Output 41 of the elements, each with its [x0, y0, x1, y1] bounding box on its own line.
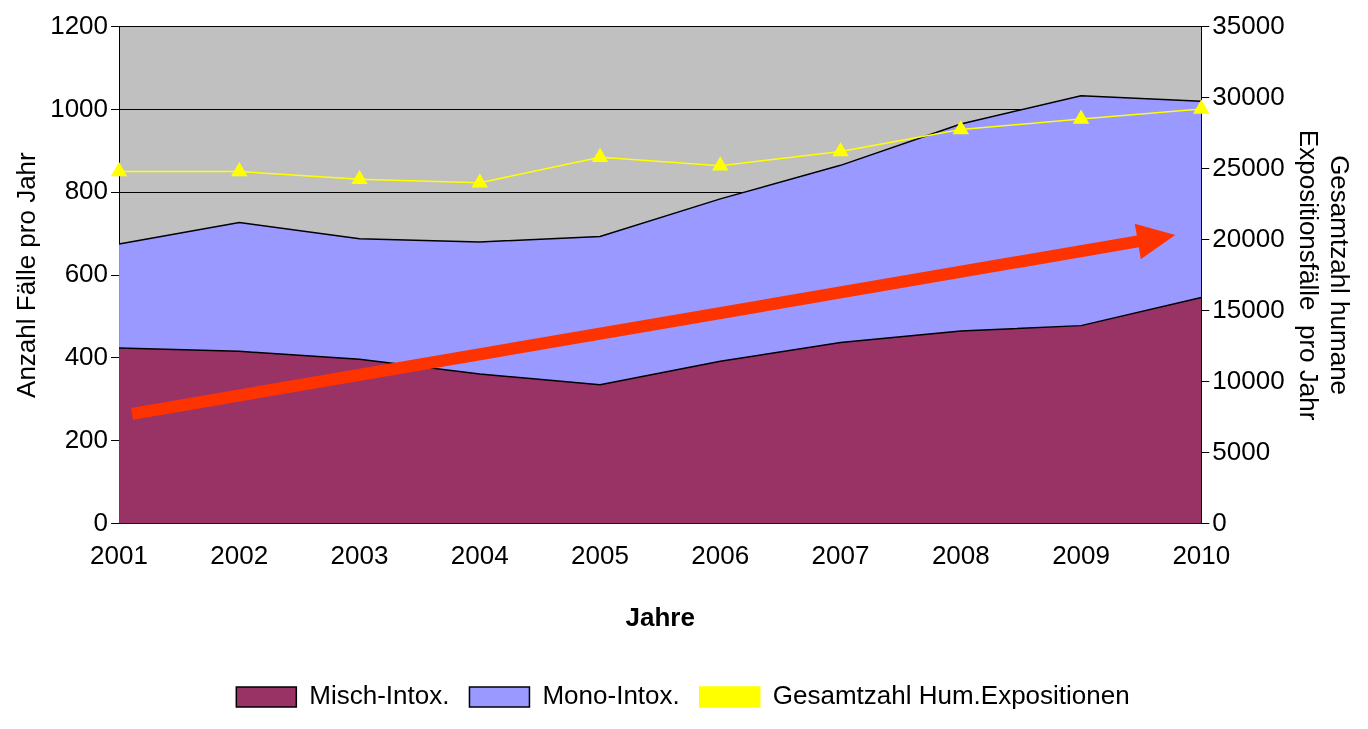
x-tick-label: 2002	[210, 540, 269, 571]
y-tick-label: 1200	[50, 9, 109, 40]
y-tick-label: 1000	[50, 92, 109, 123]
point	[231, 162, 247, 177]
y2-tick-label: 20000	[1212, 222, 1285, 253]
point	[832, 142, 849, 157]
y-tick-label: 800	[64, 175, 109, 206]
x-tick-label: 2009	[1052, 540, 1110, 571]
y2-tick-label: 35000	[1212, 9, 1285, 40]
y2-tick-label: 10000	[1212, 364, 1285, 395]
x-tick-label: 2001	[90, 540, 148, 571]
x-tick-label: 2008	[931, 540, 990, 571]
point	[351, 170, 368, 184]
legend-label: Mono-Intox.	[542, 680, 680, 711]
y-tick-label: 600	[64, 258, 109, 289]
legend-label: Misch-Intox.	[309, 680, 450, 711]
x-tick-label: 2004	[450, 540, 509, 571]
x-tick-label: 2007	[811, 540, 870, 571]
point	[1073, 110, 1089, 124]
y-axis-title: Anzahl Fälle pro Jahr	[10, 151, 41, 398]
point	[111, 162, 127, 177]
y-tick-label: 200	[64, 423, 109, 454]
y2-tick-label: 25000	[1212, 151, 1285, 182]
y2-tick-label: 15000	[1212, 293, 1285, 324]
x-axis-title: Jahre	[625, 601, 695, 632]
legend-label: Gesamtzahl Hum.Expositionen	[772, 680, 1130, 711]
x-tick-label: 2006	[691, 540, 750, 571]
point	[953, 120, 969, 135]
y-tick-label: 400	[64, 341, 109, 372]
x-tick-label: 2010	[1172, 540, 1231, 571]
y2-tick-label: 0	[1212, 506, 1227, 537]
point	[1193, 100, 1209, 114]
x-tick-label: 2003	[330, 540, 389, 571]
y2-tick-label: 30000	[1212, 80, 1285, 111]
y-tick-label: 0	[93, 506, 109, 537]
point	[712, 157, 728, 171]
y2-axis-title: Gesamtzahl humane Expositionsfälle pro Jahr	[1294, 129, 1356, 421]
point	[592, 148, 608, 162]
y2-tick-label: 5000	[1212, 435, 1271, 466]
x-tick-label: 2005	[571, 540, 629, 571]
point	[472, 174, 488, 188]
